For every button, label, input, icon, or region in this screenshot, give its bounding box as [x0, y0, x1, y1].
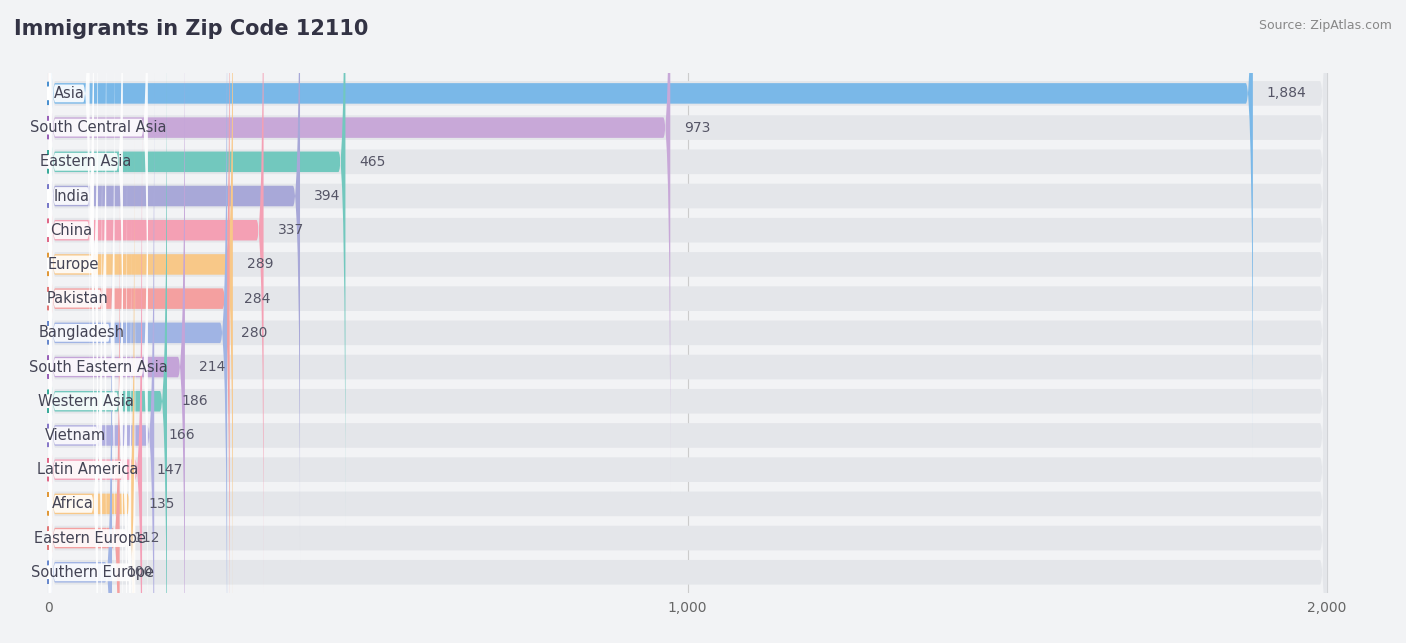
- Text: 214: 214: [200, 360, 225, 374]
- FancyBboxPatch shape: [48, 0, 1253, 459]
- FancyBboxPatch shape: [48, 0, 671, 494]
- Text: Eastern Europe: Eastern Europe: [34, 530, 146, 545]
- FancyBboxPatch shape: [49, 0, 148, 461]
- Text: South Central Asia: South Central Asia: [30, 120, 166, 135]
- FancyBboxPatch shape: [49, 34, 148, 643]
- Text: Asia: Asia: [53, 86, 84, 101]
- Text: Latin America: Latin America: [37, 462, 139, 477]
- Text: 112: 112: [134, 531, 160, 545]
- Text: Western Asia: Western Asia: [38, 394, 134, 409]
- Text: South Eastern Asia: South Eastern Asia: [30, 359, 167, 374]
- Text: 465: 465: [360, 155, 385, 169]
- FancyBboxPatch shape: [48, 3, 1327, 643]
- FancyBboxPatch shape: [48, 0, 1327, 643]
- FancyBboxPatch shape: [48, 0, 346, 528]
- FancyBboxPatch shape: [48, 1, 186, 643]
- FancyBboxPatch shape: [48, 0, 263, 596]
- Text: 135: 135: [149, 497, 174, 511]
- FancyBboxPatch shape: [49, 205, 131, 643]
- FancyBboxPatch shape: [49, 0, 94, 563]
- Text: 1,884: 1,884: [1267, 86, 1306, 100]
- Text: Bangladesh: Bangladesh: [38, 325, 125, 340]
- Text: 394: 394: [314, 189, 340, 203]
- Text: China: China: [51, 222, 93, 238]
- FancyBboxPatch shape: [49, 0, 98, 597]
- FancyBboxPatch shape: [49, 0, 94, 529]
- FancyBboxPatch shape: [48, 37, 1327, 643]
- FancyBboxPatch shape: [48, 35, 167, 643]
- Text: Pakistan: Pakistan: [46, 291, 108, 306]
- FancyBboxPatch shape: [48, 0, 1327, 628]
- FancyBboxPatch shape: [49, 239, 135, 643]
- FancyBboxPatch shape: [48, 0, 1327, 560]
- FancyBboxPatch shape: [48, 206, 112, 643]
- Text: 147: 147: [156, 463, 183, 476]
- FancyBboxPatch shape: [48, 0, 229, 643]
- Text: Vietnam: Vietnam: [45, 428, 105, 443]
- Text: 186: 186: [181, 394, 208, 408]
- Text: 973: 973: [685, 121, 710, 134]
- FancyBboxPatch shape: [48, 104, 142, 643]
- FancyBboxPatch shape: [48, 0, 228, 643]
- Text: 280: 280: [242, 326, 267, 340]
- Text: 337: 337: [277, 223, 304, 237]
- FancyBboxPatch shape: [48, 140, 1327, 643]
- Text: Europe: Europe: [48, 257, 98, 272]
- FancyBboxPatch shape: [48, 0, 1327, 594]
- Text: Africa: Africa: [52, 496, 94, 511]
- FancyBboxPatch shape: [48, 174, 1327, 643]
- Text: 166: 166: [169, 428, 195, 442]
- FancyBboxPatch shape: [48, 138, 135, 643]
- FancyBboxPatch shape: [48, 0, 1327, 526]
- Text: India: India: [53, 188, 89, 204]
- FancyBboxPatch shape: [48, 0, 233, 630]
- Text: Southern Europe: Southern Europe: [31, 565, 153, 580]
- Text: 289: 289: [247, 257, 273, 271]
- FancyBboxPatch shape: [49, 136, 127, 643]
- FancyBboxPatch shape: [48, 71, 1327, 643]
- FancyBboxPatch shape: [49, 0, 107, 632]
- FancyBboxPatch shape: [49, 0, 90, 426]
- FancyBboxPatch shape: [48, 0, 1327, 491]
- FancyBboxPatch shape: [48, 105, 1327, 643]
- Text: Immigrants in Zip Code 12110: Immigrants in Zip Code 12110: [14, 19, 368, 39]
- Text: 284: 284: [243, 292, 270, 305]
- FancyBboxPatch shape: [49, 0, 122, 495]
- FancyBboxPatch shape: [49, 170, 98, 643]
- FancyBboxPatch shape: [48, 172, 120, 643]
- FancyBboxPatch shape: [48, 0, 1327, 643]
- FancyBboxPatch shape: [48, 0, 299, 562]
- FancyBboxPatch shape: [48, 69, 155, 643]
- Text: Source: ZipAtlas.com: Source: ZipAtlas.com: [1258, 19, 1392, 32]
- Text: 100: 100: [127, 565, 152, 579]
- FancyBboxPatch shape: [48, 208, 1327, 643]
- FancyBboxPatch shape: [48, 0, 1327, 457]
- Text: Eastern Asia: Eastern Asia: [41, 154, 132, 169]
- FancyBboxPatch shape: [49, 0, 114, 643]
- FancyBboxPatch shape: [49, 102, 103, 643]
- FancyBboxPatch shape: [49, 68, 122, 643]
